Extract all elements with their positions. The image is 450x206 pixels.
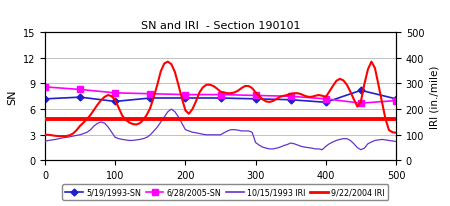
X-axis label: Station (ft.): Station (ft.) bbox=[193, 186, 248, 196]
Legend: 5/19/1993-SN, 6/28/2005-SN, 10/15/1993 IRI, 9/22/2004 IRI: 5/19/1993-SN, 6/28/2005-SN, 10/15/1993 I… bbox=[62, 185, 388, 200]
Y-axis label: IRI (in./mile): IRI (in./mile) bbox=[430, 65, 440, 128]
Y-axis label: SN: SN bbox=[7, 89, 18, 104]
Title: SN and IRI  - Section 190101: SN and IRI - Section 190101 bbox=[141, 21, 300, 31]
